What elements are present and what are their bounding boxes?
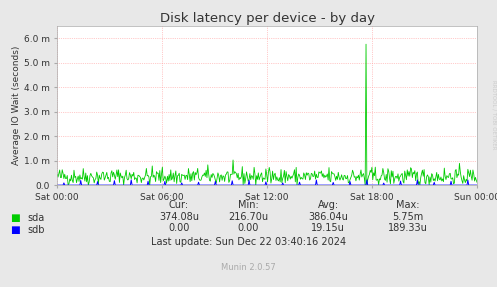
Text: 374.08u: 374.08u bbox=[159, 212, 199, 222]
Text: 0.00: 0.00 bbox=[168, 223, 190, 233]
Text: RRDTOOL / TOBI OETIKER: RRDTOOL / TOBI OETIKER bbox=[491, 80, 496, 150]
Text: 216.70u: 216.70u bbox=[229, 212, 268, 222]
Text: 189.33u: 189.33u bbox=[388, 223, 427, 233]
Text: 386.04u: 386.04u bbox=[308, 212, 348, 222]
Text: Max:: Max: bbox=[396, 200, 419, 210]
Title: Disk latency per device - by day: Disk latency per device - by day bbox=[160, 12, 375, 25]
Text: 19.15u: 19.15u bbox=[311, 223, 345, 233]
Text: Last update: Sun Dec 22 03:40:16 2024: Last update: Sun Dec 22 03:40:16 2024 bbox=[151, 237, 346, 247]
Y-axis label: Average IO Wait (seconds): Average IO Wait (seconds) bbox=[12, 46, 21, 165]
Text: sdb: sdb bbox=[27, 225, 45, 234]
Text: 5.75m: 5.75m bbox=[392, 212, 423, 222]
Text: ■: ■ bbox=[10, 225, 20, 234]
Text: Munin 2.0.57: Munin 2.0.57 bbox=[221, 263, 276, 272]
Text: 0.00: 0.00 bbox=[238, 223, 259, 233]
Text: Cur:: Cur: bbox=[169, 200, 189, 210]
Text: Min:: Min: bbox=[238, 200, 259, 210]
Text: Avg:: Avg: bbox=[318, 200, 338, 210]
Text: sda: sda bbox=[27, 213, 45, 223]
Text: ■: ■ bbox=[10, 213, 20, 223]
